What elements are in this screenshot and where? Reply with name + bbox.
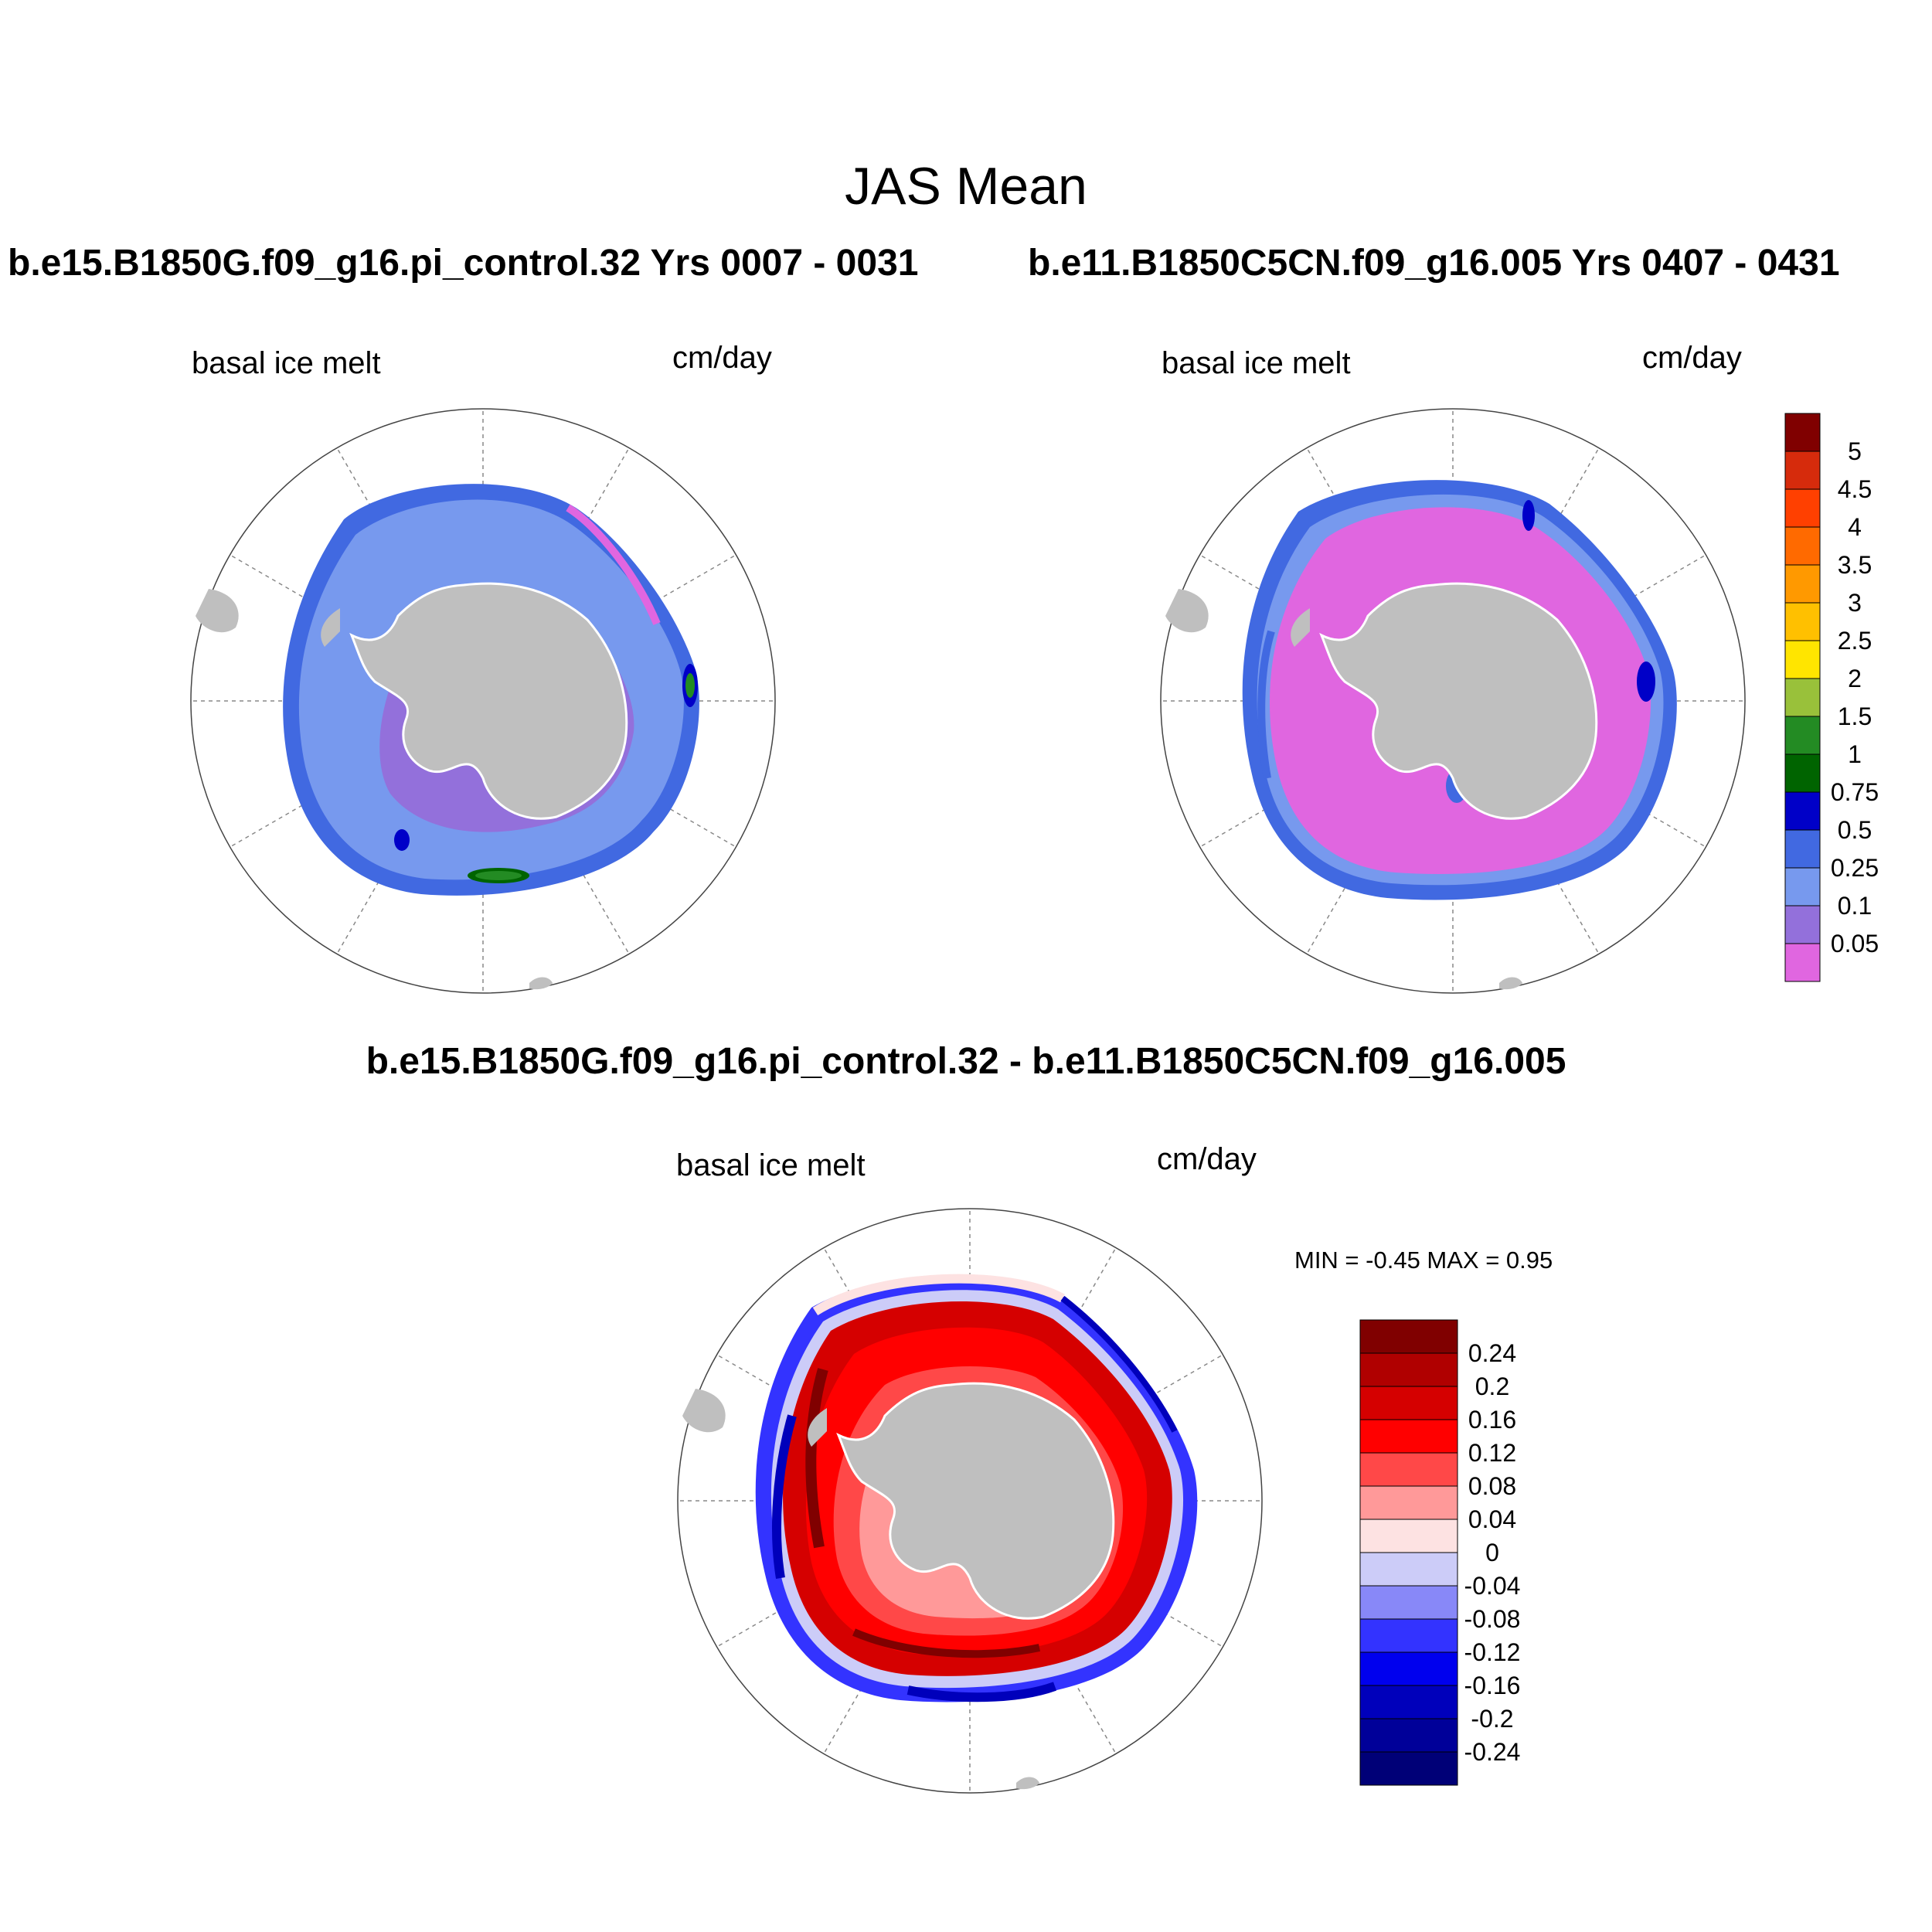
colorbar-tick-label: -0.24 [1464,1738,1521,1766]
antarctica-landmass [196,582,628,990]
colorbar-tick-label: 5 [1848,437,1862,465]
colorbar-tick-label: 0.1 [1838,892,1872,920]
case2-units-label: cm/day [1642,341,1742,375]
polar-map-diff [677,1208,1263,1794]
colorbar-tick-label: 0.05 [1831,930,1879,957]
colorbar-swatch [1784,943,1821,982]
colorbar-tick-label: -0.04 [1464,1572,1521,1600]
diff-title: b.e15.B1850G.f09_g16.pi_control.32 - b.e… [366,1041,1566,1082]
colorbar-tick-label: -0.2 [1471,1705,1513,1733]
colorbar-tick-label: 0 [1485,1539,1499,1566]
colorbar-swatch [1784,602,1821,641]
colorbar-swatch [1784,678,1821,717]
colorbar-swatch [1359,1751,1458,1786]
case1-variable-label: basal ice melt [192,346,381,380]
colorbar-swatch [1359,1319,1458,1354]
colorbar-swatch [1784,867,1821,906]
colorbar-swatch [1359,1685,1458,1719]
colorbar-tick-label: 2 [1848,665,1862,692]
colorbar-tick-label: -0.08 [1464,1605,1521,1633]
colorbar-tick-label: 3 [1848,589,1862,617]
colorbar-swatch [1359,1718,1458,1753]
colorbar-tick-label: 2.5 [1838,627,1872,655]
colorbar-swatch [1359,1618,1458,1653]
colorbar-swatch [1784,829,1821,869]
colorbar-tick-label: 1.5 [1838,702,1872,730]
colorbar-swatch [1784,526,1821,566]
colorbar-swatch [1359,1352,1458,1387]
case1-title: b.e15.B1850G.f09_g16.pi_control.32 Yrs 0… [8,243,919,284]
colorbar-tick-label: 0.75 [1831,778,1879,806]
colorbar-tick-label: -0.16 [1464,1672,1521,1699]
antarctica-landmass [682,1382,1115,1790]
colorbar-swatch [1784,640,1821,679]
polar-map-case2 [1160,408,1746,994]
colorbar-tick-label: 0.5 [1838,816,1872,844]
colorbar-tick-label: 0.16 [1468,1406,1516,1434]
colorbar-diff: 0.24 0.2 0.16 0.12 0.08 0.04 0 -0.04 -0.08 -0.12 -… [1359,1319,1520,1786]
colorbar-swatch [1784,716,1821,755]
colorbar-swatch [1784,488,1821,528]
colorbar-tick-label: 0.25 [1831,854,1879,882]
diff-units-label: cm/day [1157,1142,1257,1176]
colorbar-tick-label: 3.5 [1838,551,1872,579]
colorbar-tick-label: 0.04 [1468,1505,1516,1533]
colorbar-swatch [1359,1386,1458,1420]
colorbar-tick-label: 4.5 [1838,475,1872,503]
colorbar-swatch [1359,1519,1458,1553]
colorbar-tick-label: 0.24 [1468,1339,1516,1367]
case2-title: b.e11.B1850C5CN.f09_g16.005 Yrs 0407 - 0… [1028,243,1840,284]
case1-units-label: cm/day [672,341,772,375]
colorbar-tick-label: 0.2 [1475,1372,1509,1400]
colorbar-swatch [1784,413,1821,452]
diff-variable-label: basal ice melt [676,1148,866,1182]
colorbar-swatch [1359,1419,1458,1454]
colorbar-swatch [1784,791,1821,831]
colorbar-swatch [1784,451,1821,490]
colorbar-swatch [1784,564,1821,604]
colorbar-tick-label: 0.12 [1468,1439,1516,1467]
diff-min-max: MIN = -0.45 MAX = 0.95 [1294,1247,1553,1274]
colorbar-swatch [1359,1651,1458,1686]
colorbar-tick-label: 0.08 [1468,1472,1516,1500]
colorbar-swatch [1784,905,1821,944]
colorbar-tick-label: 1 [1848,740,1862,768]
colorbar-swatch [1359,1485,1458,1520]
polar-map-case1 [190,408,776,994]
colorbar-tick-label: -0.12 [1464,1638,1521,1666]
figure-title: JAS Mean [845,157,1087,216]
colorbar-swatch [1359,1585,1458,1620]
colorbar-main: 5 4.5 4 3.5 3 2.5 2 1.5 1 0.75 0.5 0.25 0.1 0.05 [1784,413,1879,982]
case2-variable-label: basal ice melt [1162,346,1351,380]
antarctica-landmass [1165,582,1598,990]
colorbar-swatch [1359,1552,1458,1587]
colorbar-swatch [1359,1452,1458,1487]
colorbar-tick-label: 4 [1848,513,1862,541]
colorbar-swatch [1784,753,1821,793]
